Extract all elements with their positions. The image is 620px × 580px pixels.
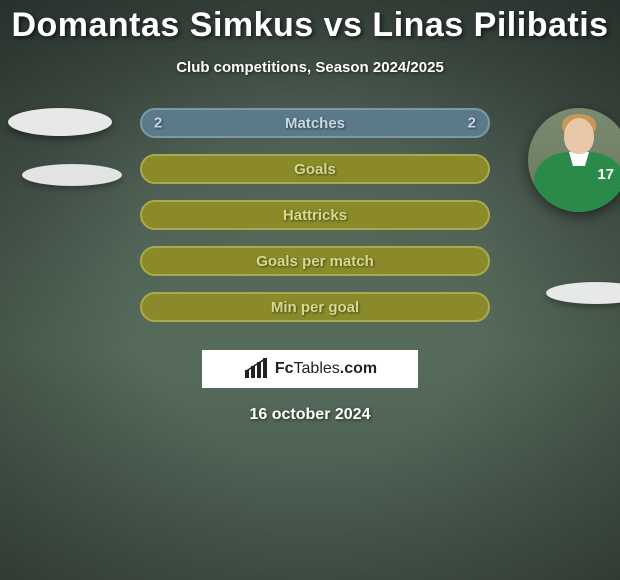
stat-bars: 2 Matches 2 Goals Hattricks Goals per match Mi…: [140, 108, 490, 338]
logo-suffix: .com: [340, 360, 377, 377]
head-shape: [564, 118, 594, 154]
stat-label: Hattricks: [283, 207, 347, 224]
stat-right-value: 2: [468, 115, 476, 132]
date-text: 16 october 2024: [0, 406, 620, 424]
stat-row-min-per-goal: Min per goal: [140, 292, 490, 322]
stat-label: Matches: [285, 115, 345, 132]
stat-label: Goals: [294, 161, 336, 178]
logo-bold: Fc: [275, 360, 294, 377]
stat-label: Goals per match: [256, 253, 374, 270]
chart-icon: [243, 358, 271, 380]
player-right-shadow: [546, 282, 620, 304]
fctables-logo: FcTables.com: [202, 350, 418, 388]
stat-row-matches: 2 Matches 2: [140, 108, 490, 138]
stat-row-goals-per-match: Goals per match: [140, 246, 490, 276]
player-left-shadow: [22, 164, 122, 186]
stat-row-hattricks: Hattricks: [140, 200, 490, 230]
player-left-photo: [8, 108, 112, 136]
stat-label: Min per goal: [271, 299, 359, 316]
player-right-photo: 17: [528, 108, 620, 212]
stat-left-value: 2: [154, 115, 162, 132]
logo-light: Tables: [294, 360, 340, 377]
jersey-number: 17: [597, 166, 614, 183]
stat-row-goals: Goals: [140, 154, 490, 184]
page-title: Domantas Simkus vs Linas Pilibatis: [0, 0, 620, 45]
stats-area: 17 2 Matches 2 Goals Hattricks Goals per matc…: [0, 108, 620, 338]
subtitle: Club competitions, Season 2024/2025: [0, 59, 620, 76]
content-wrapper: Domantas Simkus vs Linas Pilibatis Club …: [0, 0, 620, 424]
logo-text: FcTables.com: [275, 360, 377, 378]
